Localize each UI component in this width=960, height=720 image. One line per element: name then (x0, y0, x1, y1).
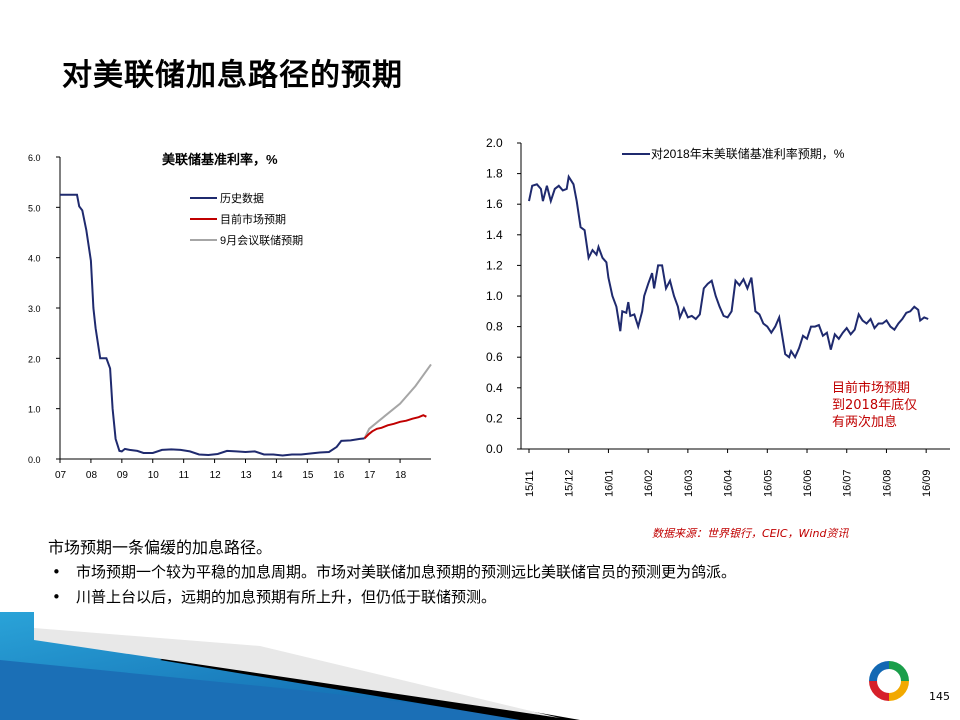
x-tick-label: 18 (395, 470, 407, 481)
annotation-line-2: 到2018年底仅 (832, 398, 918, 413)
left-x-ticks: 07 08 09 10 11 12 13 14 15 16 17 18 (55, 459, 407, 481)
x-tick-label: 09 (117, 470, 129, 481)
right-y-ticks: 0.0 0.2 0.4 0.6 0.8 1.0 1.2 1.4 1.6 1.8 2.0 (486, 136, 521, 456)
y-tick-label: 4.0 (28, 254, 41, 264)
y-tick-label: 1.8 (486, 167, 503, 181)
x-tick-label: 16/05 (762, 469, 774, 497)
left-series-lines (60, 193, 432, 457)
bullet-list: • 市场预期一个较为平稳的加息周期。市场对美联储加息预期的预测远比美联储官员的预测… (52, 563, 736, 613)
x-tick-label: 08 (86, 470, 98, 481)
x-tick-label: 11 (179, 470, 190, 481)
x-tick-label: 15 (302, 470, 314, 481)
series-line (60, 193, 365, 457)
x-tick-label: 16 (333, 470, 345, 481)
y-tick-label: 3.0 (28, 304, 41, 314)
y-tick-label: 2.0 (486, 136, 503, 150)
y-tick-label: 1.2 (486, 258, 503, 272)
series-line (363, 363, 432, 439)
y-tick-label: 2.0 (28, 354, 41, 364)
y-tick-label: 0.0 (28, 455, 41, 465)
x-tick-label: 15/11 (524, 470, 536, 497)
y-tick-label: 0.0 (486, 442, 503, 456)
y-tick-label: 1.4 (486, 228, 503, 242)
x-tick-label: 16/01 (603, 469, 615, 497)
x-tick-label: 16/04 (723, 469, 735, 497)
legend-label-market: 目前市场预期 (220, 212, 286, 226)
annotation-line-3: 有两次加息 (832, 415, 898, 430)
company-logo-icon (869, 661, 909, 701)
series-line (363, 414, 427, 440)
y-tick-label: 0.4 (486, 381, 503, 395)
left-chart: 0.0 1.0 2.0 3.0 4.0 5.0 6.0 07 08 09 10 11 12 13 14 15… (28, 152, 432, 481)
y-tick-label: 5.0 (28, 203, 41, 213)
bullet-symbol: • (52, 588, 61, 606)
x-tick-label: 15/12 (564, 469, 576, 497)
legend-label-history: 历史数据 (220, 191, 264, 205)
data-source-note: 数据来源：世界银行，CEIC，Wind资讯 (652, 527, 849, 540)
y-tick-label: 0.8 (486, 320, 503, 334)
bullet-text: 市场预期一个较为平稳的加息周期。市场对美联储加息预期的预测远比美联储官员的预测更… (76, 563, 737, 581)
legend-label-expectation: 对2018年末美联储基准利率预期，% (651, 146, 845, 161)
y-tick-label: 1.0 (28, 405, 41, 415)
bullet-text: 川普上台以后，远期的加息预期有所上升，但仍低于联储预测。 (76, 588, 497, 606)
x-tick-label: 10 (148, 470, 160, 481)
x-tick-label: 17 (364, 470, 376, 481)
right-chart: 0.00.20.40.60.81.01.21.41.61.82.0 15/11 1… (486, 136, 950, 497)
bullet-symbol: • (52, 563, 61, 581)
right-legend: 对2018年末美联储基准利率预期，% (622, 146, 845, 161)
page-title: 对美联储加息路径的预期 (62, 58, 403, 93)
left-y-ticks: 0.0 1.0 2.0 3.0 4.0 5.0 6.0 (28, 153, 60, 465)
x-tick-label: 16/02 (643, 469, 655, 497)
y-tick-label: 6.0 (28, 153, 41, 163)
legend-label-fed: 9月会议联储预期 (220, 233, 303, 247)
bullet-item: • 川普上台以后，远期的加息预期有所上升，但仍低于联储预测。 (52, 588, 736, 607)
x-tick-label: 16/09 (921, 469, 933, 497)
x-tick-label: 16/07 (842, 469, 854, 497)
x-tick-label: 07 (55, 470, 67, 481)
left-chart-title: 美联储基准利率，% (162, 152, 278, 167)
right-series-lines (528, 173, 929, 360)
market-annotation: 目前市场预期 到2018年底仅 有两次加息 (832, 380, 917, 431)
annotation-line-1: 目前市场预期 (832, 381, 911, 396)
page-number: 145 (929, 690, 950, 703)
y-tick-label: 1.0 (486, 289, 503, 303)
right-x-ticks: 15/11 15/12 16/01 16/02 16/03 16/04 16/05 16/06… (524, 449, 933, 497)
y-tick-label: 0.2 (486, 411, 503, 425)
x-tick-label: 13 (241, 470, 253, 481)
x-tick-label: 12 (210, 470, 222, 481)
x-tick-label: 16/08 (881, 469, 893, 497)
series-line (528, 173, 929, 360)
x-tick-label: 14 (271, 470, 283, 481)
bullet-item: • 市场预期一个较为平稳的加息周期。市场对美联储加息预期的预测远比美联储官员的预测… (52, 563, 736, 582)
x-tick-label: 16/03 (683, 469, 695, 497)
x-tick-label: 16/06 (802, 469, 814, 497)
left-legend: 历史数据 目前市场预期 9月会议联储预期 (190, 191, 303, 247)
y-tick-label: 1.6 (486, 197, 503, 211)
y-tick-label: 0.6 (486, 350, 503, 364)
summary-text: 市场预期一条偏缓的加息路径。 (48, 538, 273, 557)
